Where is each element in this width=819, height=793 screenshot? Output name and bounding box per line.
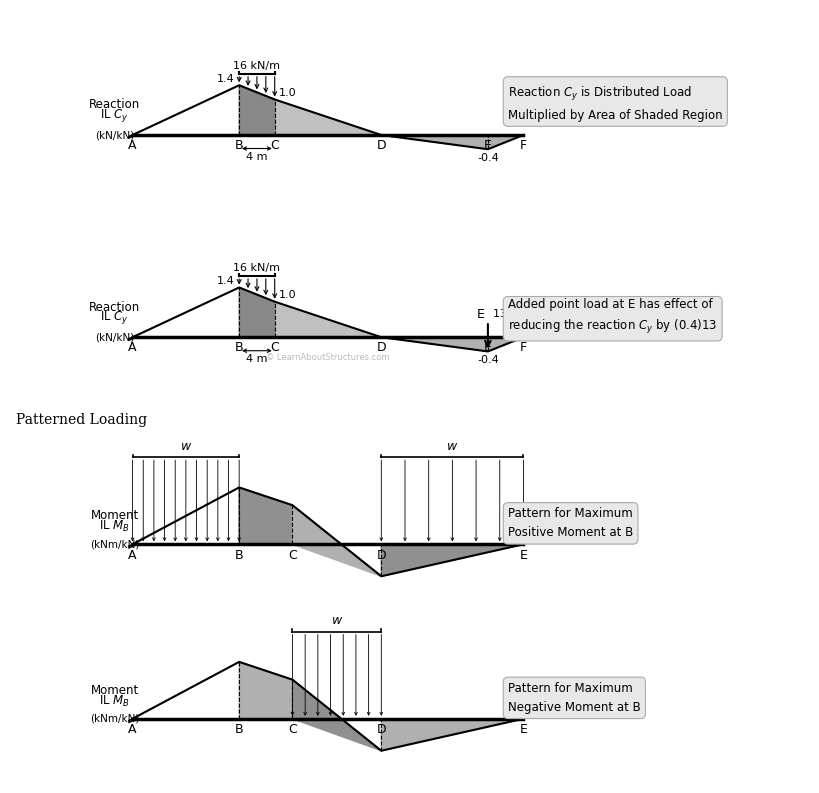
Text: D: D [376, 723, 386, 736]
Text: Added point load at E has effect of
reducing the reaction $C_y$ by (0.4)13: Added point load at E has effect of redu… [507, 298, 717, 336]
Polygon shape [381, 544, 523, 577]
Text: $w$: $w$ [179, 440, 192, 453]
Text: C: C [270, 341, 278, 354]
Polygon shape [239, 662, 292, 718]
Text: C: C [287, 549, 296, 561]
Text: (kNm/kN): (kNm/kN) [90, 714, 139, 724]
Text: $w$: $w$ [446, 440, 458, 453]
Text: 1.4: 1.4 [217, 276, 234, 286]
Text: A: A [128, 723, 137, 736]
Text: -0.4: -0.4 [477, 355, 498, 365]
Text: 1.0: 1.0 [278, 88, 296, 98]
Polygon shape [274, 99, 381, 135]
Polygon shape [133, 86, 239, 135]
Text: B: B [234, 139, 243, 151]
Text: 4 m: 4 m [246, 354, 267, 364]
Text: B: B [234, 341, 243, 354]
Text: IL $M_B$: IL $M_B$ [99, 519, 130, 534]
Text: A: A [128, 549, 137, 561]
Text: D: D [376, 341, 386, 354]
Text: 4 m: 4 m [246, 152, 267, 162]
Polygon shape [239, 488, 292, 544]
Text: -0.4: -0.4 [477, 153, 498, 163]
Text: (kN/kN): (kN/kN) [95, 332, 134, 343]
Text: B: B [234, 549, 243, 561]
Text: Pattern for Maximum
Positive Moment at B: Pattern for Maximum Positive Moment at B [507, 508, 632, 539]
Text: C: C [270, 139, 278, 151]
Polygon shape [292, 505, 381, 577]
Text: C: C [287, 723, 296, 736]
Text: E: E [483, 139, 491, 151]
Polygon shape [239, 288, 274, 337]
Text: B: B [234, 723, 243, 736]
Polygon shape [239, 86, 274, 135]
Text: Moment: Moment [91, 509, 138, 523]
Polygon shape [381, 337, 523, 351]
Text: E: E [519, 549, 527, 561]
Text: 1.0: 1.0 [278, 290, 296, 301]
Text: A: A [128, 341, 137, 354]
Text: (kN/kN): (kN/kN) [95, 130, 134, 140]
Polygon shape [133, 662, 239, 718]
Text: F: F [519, 341, 527, 354]
Text: 16 kN/m: 16 kN/m [233, 61, 280, 71]
Text: F: F [519, 139, 527, 151]
Text: A: A [128, 139, 137, 151]
Text: Reaction: Reaction [89, 98, 140, 111]
Text: 13 kN: 13 kN [493, 309, 525, 320]
Text: Patterned Loading: Patterned Loading [16, 413, 147, 427]
Text: Pattern for Maximum
Negative Moment at B: Pattern for Maximum Negative Moment at B [507, 682, 640, 714]
Polygon shape [133, 488, 239, 544]
Text: $w$: $w$ [330, 615, 342, 627]
Text: 16 kN/m: 16 kN/m [233, 263, 280, 274]
Text: 1.4: 1.4 [217, 74, 234, 84]
Text: E: E [519, 723, 527, 736]
Text: IL $C_y$: IL $C_y$ [100, 309, 129, 326]
Text: (kNm/kN): (kNm/kN) [90, 539, 139, 550]
Text: © LearnAboutStructures.com: © LearnAboutStructures.com [266, 354, 389, 362]
Text: D: D [376, 139, 386, 151]
Text: E: E [483, 341, 491, 354]
Text: Reaction: Reaction [89, 301, 140, 313]
Polygon shape [292, 680, 381, 751]
Text: D: D [376, 549, 386, 561]
Polygon shape [381, 718, 523, 751]
Text: Moment: Moment [91, 684, 138, 697]
Text: IL $M_B$: IL $M_B$ [99, 693, 130, 708]
Polygon shape [381, 135, 523, 149]
Text: E: E [476, 308, 484, 320]
Polygon shape [274, 301, 381, 337]
Text: Reaction $C_y$ is Distributed Load
Multiplied by Area of Shaded Region: Reaction $C_y$ is Distributed Load Multi… [507, 85, 722, 121]
Polygon shape [133, 288, 239, 337]
Text: IL $C_y$: IL $C_y$ [100, 107, 129, 124]
